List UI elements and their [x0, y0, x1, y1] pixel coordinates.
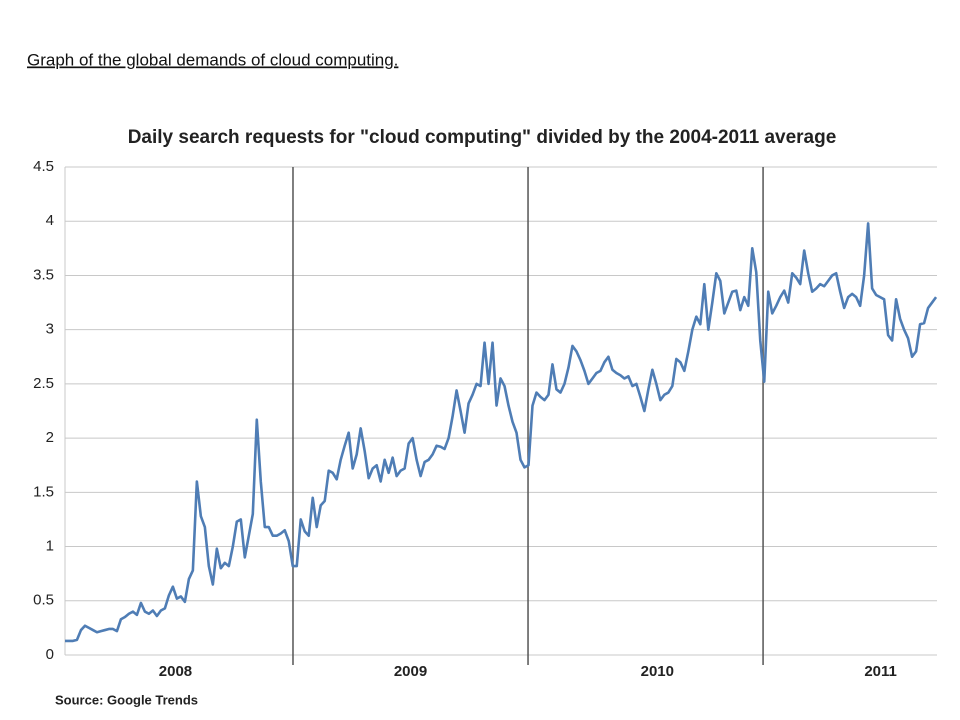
- x-tick-label: 2008: [159, 663, 192, 680]
- y-tick-label: 1: [46, 538, 54, 555]
- y-tick-label: 2: [46, 429, 54, 446]
- plot: 0 0.5 1 1.5 2 2.5 3 3.5 4 4.5 2008 2009 2010 2011: [33, 158, 938, 680]
- y-tick-label: 2.5: [33, 375, 54, 392]
- y-tick-label: 4: [46, 212, 54, 229]
- y-tick-label: 3: [46, 321, 54, 338]
- x-tick-label: 2011: [864, 663, 897, 680]
- source: Source: Google Trends: [55, 692, 198, 707]
- caption: Graph of the global demands of cloud com…: [27, 50, 398, 69]
- data-line: [65, 222, 938, 643]
- y-tick-label: 4.5: [33, 158, 54, 175]
- chart-title: Daily search requests for "cloud computi…: [128, 127, 837, 148]
- y-tick-label: 0: [46, 646, 54, 663]
- x-tick-label: 2009: [394, 663, 427, 680]
- y-tick-label: 1.5: [33, 483, 54, 500]
- y-tick-label: 0.5: [33, 592, 54, 609]
- y-tick-label: 3.5: [33, 266, 54, 283]
- x-tick-label: 2010: [641, 663, 674, 680]
